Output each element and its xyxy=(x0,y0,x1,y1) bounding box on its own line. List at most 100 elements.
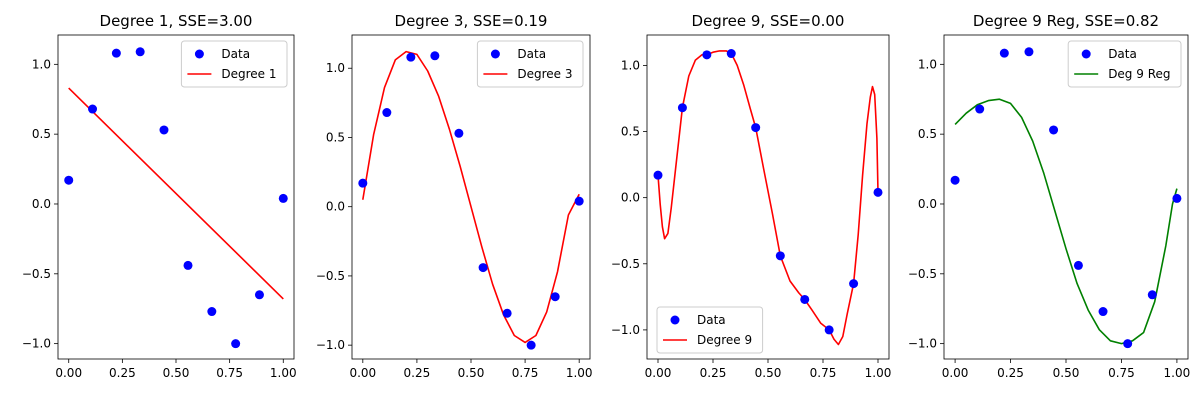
data-point xyxy=(999,48,1009,58)
fit-line xyxy=(657,50,879,346)
fit-line xyxy=(68,87,284,300)
y-tick-label: 1.0 xyxy=(918,57,937,71)
legend-box xyxy=(656,306,764,354)
y-tick-label: −1.0 xyxy=(316,338,345,352)
x-tick-label: 1.00 xyxy=(865,366,892,380)
chart-panel-2: Degree 3, SSE=0.19 0.00 0.25 0.50 0.75 1.00 −1… xyxy=(316,12,593,380)
y-tick-label: 0.5 xyxy=(918,127,937,141)
y-tick-label: 0.0 xyxy=(32,197,51,211)
data-point xyxy=(800,294,810,304)
data-point xyxy=(1098,307,1108,317)
y-tick-label: 1.0 xyxy=(32,57,51,71)
data-point xyxy=(873,187,883,197)
y-tick-label: 0.5 xyxy=(621,125,640,139)
axes-frame xyxy=(57,34,295,360)
axes-frame xyxy=(943,34,1189,360)
x-tick-label: 0.50 xyxy=(458,366,485,380)
chart-title: Degree 9 Reg, SSE=0.82 xyxy=(973,12,1159,30)
y-tick-label: 0.0 xyxy=(918,197,937,211)
y-tick-label: −0.5 xyxy=(316,269,345,283)
data-point xyxy=(824,325,834,335)
legend-marker xyxy=(490,49,500,59)
data-point xyxy=(1147,290,1157,300)
legend: Data Deg 9 Reg xyxy=(1067,40,1182,88)
x-tick-label: 0.25 xyxy=(997,366,1024,380)
x-tick-label: 0.00 xyxy=(349,366,376,380)
data-point xyxy=(502,308,512,318)
data-point xyxy=(1172,193,1182,203)
x-tick-label: 0.50 xyxy=(755,366,782,380)
y-tick-label: 1.0 xyxy=(621,58,640,72)
x-tick-label: 1.00 xyxy=(1164,366,1191,380)
x-tick-label: 0.75 xyxy=(512,366,539,380)
chart-title: Degree 9, SSE=0.00 xyxy=(692,12,845,30)
data-point xyxy=(726,49,736,59)
x-tick-label: 0.25 xyxy=(109,366,136,380)
data-point xyxy=(183,260,193,270)
y-tick-label: −0.5 xyxy=(22,267,51,281)
data-point xyxy=(775,251,785,261)
data-point xyxy=(278,193,288,203)
legend: Data Degree 1 xyxy=(180,40,288,88)
data-point xyxy=(358,178,368,188)
data-point xyxy=(231,339,241,349)
data-point xyxy=(382,108,392,118)
data-point xyxy=(478,263,488,273)
data-point xyxy=(135,47,145,57)
data-point xyxy=(207,307,217,317)
data-point xyxy=(111,48,121,58)
y-tick-label: 0.0 xyxy=(621,191,640,205)
legend-label: Data xyxy=(697,313,726,327)
data-point xyxy=(1049,125,1059,135)
data-point xyxy=(1073,260,1083,270)
data-point xyxy=(526,340,536,350)
data-point xyxy=(950,175,960,185)
legend-box xyxy=(476,40,584,88)
legend-label: Degree 3 xyxy=(517,67,572,81)
y-tick-label: −1.0 xyxy=(611,323,640,337)
y-tick-label: 0.5 xyxy=(32,127,51,141)
data-point xyxy=(88,104,98,114)
data-point xyxy=(1024,47,1034,57)
data-point xyxy=(975,104,985,114)
legend-label: Degree 9 xyxy=(697,333,752,347)
x-tick-label: 0.00 xyxy=(55,366,82,380)
legend-label: Degree 1 xyxy=(221,67,276,81)
y-tick-label: −1.0 xyxy=(908,337,937,351)
chart-title: Degree 3, SSE=0.19 xyxy=(395,12,548,30)
data-point xyxy=(1123,339,1133,349)
legend-marker xyxy=(194,49,204,59)
x-tick-label: 0.00 xyxy=(942,366,969,380)
legend: Data Degree 3 xyxy=(476,40,584,88)
data-point xyxy=(159,125,169,135)
legend-marker xyxy=(670,315,680,325)
data-point xyxy=(550,292,560,302)
data-point xyxy=(430,51,440,61)
legend-box xyxy=(1067,40,1182,88)
data-point xyxy=(849,279,859,289)
y-tick-label: −0.5 xyxy=(908,267,937,281)
x-tick-label: 0.75 xyxy=(1108,366,1135,380)
x-tick-label: 0.25 xyxy=(700,366,727,380)
legend-box xyxy=(180,40,288,88)
y-tick-label: −1.0 xyxy=(22,337,51,351)
legend-marker xyxy=(1081,49,1091,59)
y-tick-label: 0.5 xyxy=(326,130,345,144)
axes-frame xyxy=(646,34,890,360)
data-point xyxy=(406,52,416,62)
data-point xyxy=(254,290,264,300)
x-tick-label: 0.00 xyxy=(645,366,672,380)
y-tick-label: −0.5 xyxy=(611,257,640,271)
data-point xyxy=(653,170,663,180)
axes-frame xyxy=(351,34,591,360)
x-tick-label: 1.00 xyxy=(566,366,593,380)
y-tick-label: 0.0 xyxy=(326,200,345,214)
data-point xyxy=(751,123,761,133)
x-tick-label: 0.75 xyxy=(216,366,243,380)
data-point xyxy=(454,128,464,138)
x-tick-label: 1.00 xyxy=(270,366,297,380)
chart-title: Degree 1, SSE=3.00 xyxy=(100,12,253,30)
data-point xyxy=(64,175,74,185)
data-point xyxy=(574,196,584,206)
